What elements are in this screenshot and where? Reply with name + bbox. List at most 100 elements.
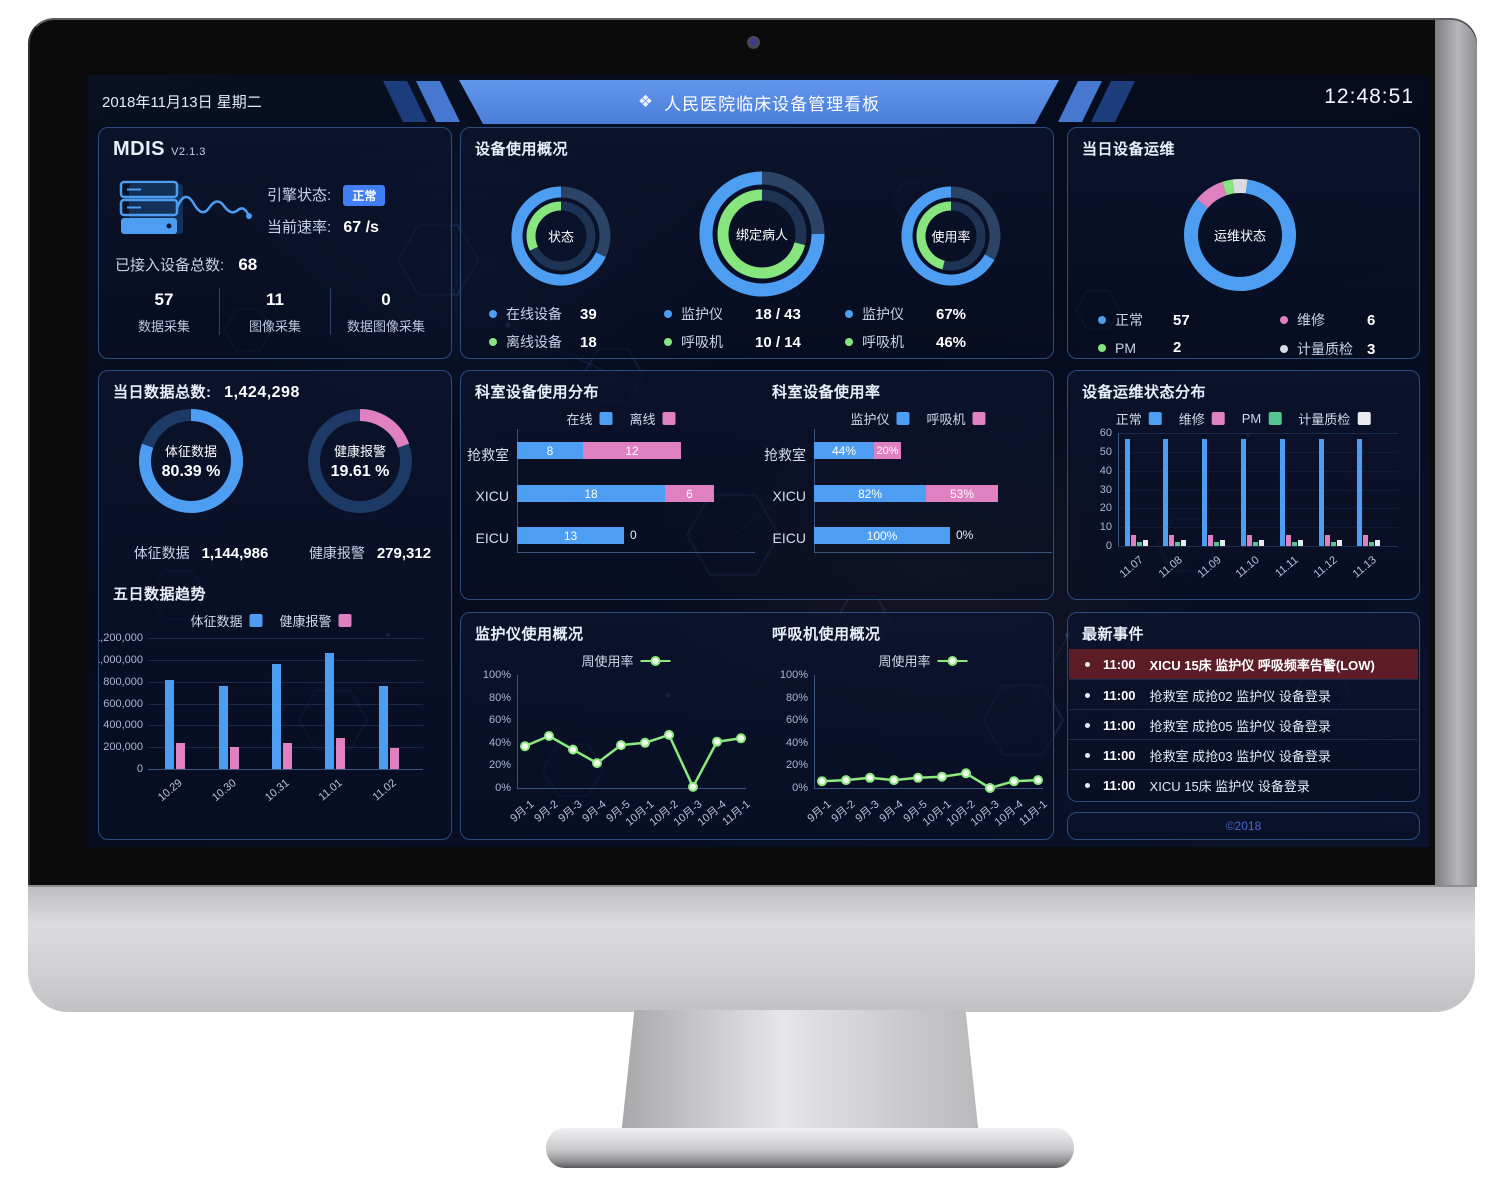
mdis-stat: 0 数据图像采集 bbox=[330, 288, 441, 335]
y-tick-label: 800,000 bbox=[103, 675, 143, 688]
legend-label: 监护仪 bbox=[681, 306, 723, 322]
mdis-title: MDIS V2.1.3 bbox=[113, 138, 206, 160]
y-tick-label: 40% bbox=[488, 736, 511, 749]
legend-label: 计量质检 bbox=[1297, 341, 1353, 357]
usage-donut-1-label: 状态 bbox=[547, 229, 575, 245]
legend-swatch bbox=[338, 614, 352, 627]
event-text: XICU 15床 监护仪 呼吸频率告警(LOW) bbox=[1149, 657, 1375, 673]
ops-dist-bar bbox=[1330, 542, 1336, 546]
rate-label: 当前速率: bbox=[267, 219, 332, 236]
trend-bar bbox=[379, 686, 388, 769]
rate-row: 当前速率: 67 /s bbox=[267, 216, 379, 237]
mdis-stat-label: 数据采集 bbox=[137, 319, 190, 334]
hbar-row-label: 抢救室 bbox=[764, 447, 806, 463]
header-clock: 12:48:51 bbox=[1324, 85, 1414, 108]
data-donut-1-label: 体征数据 80.39 % bbox=[161, 444, 221, 480]
server-icon bbox=[119, 180, 252, 234]
y-tick-label: 100% bbox=[779, 669, 808, 681]
monitor-stand-neck bbox=[620, 1010, 980, 1146]
legend-value: 10 / 14 bbox=[755, 333, 801, 351]
usage-legend-row: 呼吸机 46% bbox=[845, 332, 966, 352]
panel-device-usage: 设备使用概况 状态 在线设备 39 离线设备 18 绑定病人 监护仪 18 / 43 呼吸机 10… bbox=[460, 127, 1054, 359]
legend-label: PM bbox=[1115, 339, 1136, 356]
hbar-row-label: EICU bbox=[475, 530, 509, 546]
hbar-zero-label: 0 bbox=[630, 528, 637, 542]
panel-usage-lines: 监护仪使用概况 呼吸机使用概况 周使用率 100% 80% 60% 40% 20% 0% 9月… bbox=[460, 612, 1054, 840]
gridline bbox=[1118, 508, 1398, 510]
gridline bbox=[148, 681, 423, 683]
y-axis-line bbox=[814, 675, 815, 788]
y-tick-label: 1,000,000 bbox=[99, 653, 143, 666]
x-tick-label: 11.09 bbox=[1195, 554, 1224, 581]
header-date: 2018年11月13日 星期二 bbox=[102, 94, 262, 111]
ops-dist-bar bbox=[1375, 540, 1381, 546]
hbar-segment: 13 bbox=[517, 527, 624, 544]
events-title: 最新事件 bbox=[1082, 626, 1145, 643]
legend-dot bbox=[1280, 316, 1288, 324]
hbar-legend: 在线 离线 bbox=[566, 409, 685, 428]
legend-swatch bbox=[972, 412, 986, 425]
hbar-legend: 监护仪 呼吸机 bbox=[850, 409, 995, 428]
legend-swatch bbox=[1357, 412, 1371, 425]
legend-label: 周使用率 bbox=[878, 654, 931, 669]
usage-donut-2-label: 绑定病人 bbox=[735, 227, 789, 243]
legend-swatch bbox=[662, 412, 676, 425]
mdis-stat-value: 11 bbox=[266, 290, 284, 309]
y-tick-label: 80% bbox=[488, 691, 511, 704]
ops-dist-bar bbox=[1240, 439, 1246, 546]
legend-swatch bbox=[249, 614, 263, 627]
usage-donut-2 bbox=[696, 168, 828, 300]
ops-legend-row: 计量质检 3 bbox=[1280, 339, 1375, 359]
trend-bar bbox=[272, 664, 281, 769]
y-tick-label: 400,000 bbox=[103, 719, 143, 732]
y-tick-label: 0% bbox=[792, 782, 808, 794]
legend-swatch bbox=[1211, 412, 1225, 425]
gridline bbox=[1118, 546, 1398, 547]
event-row: 11:00 抢救室 成抢02 监护仪 设备登录 bbox=[1069, 679, 1418, 710]
mdis-stat-value: 57 bbox=[154, 290, 174, 309]
usage-donut-1 bbox=[509, 184, 613, 288]
legend-dot bbox=[489, 338, 497, 346]
y-axis-line bbox=[1118, 433, 1119, 546]
x-tick-label: 11.08 bbox=[1156, 554, 1185, 581]
ops-dist-bar bbox=[1357, 439, 1363, 546]
y-tick-label: 50 bbox=[1099, 445, 1112, 458]
legend-value: 39 bbox=[580, 305, 597, 323]
legend-dot bbox=[845, 338, 853, 346]
copyright-text: ©2018 bbox=[1225, 819, 1262, 833]
dashboard-screen: 2018年11月13日 星期二 ❖ 人民医院临床设备管理看板 12:48:51 … bbox=[88, 75, 1430, 847]
legend-dot bbox=[664, 310, 672, 318]
hbar-segment: 44% bbox=[814, 442, 874, 459]
ops-dist-bar bbox=[1208, 535, 1214, 546]
monitor-side-edge bbox=[1435, 20, 1477, 887]
device-usage-title: 设备使用概况 bbox=[475, 141, 569, 158]
vent-usage-title: 呼吸机使用概况 bbox=[772, 626, 881, 643]
legend-dot bbox=[1098, 316, 1106, 324]
event-time: 11:00 bbox=[1103, 656, 1136, 672]
legend-label: 健康报警 bbox=[279, 614, 332, 629]
mdis-stat-label: 数据图像采集 bbox=[346, 319, 425, 334]
usage-donut-3-label: 使用率 bbox=[931, 229, 971, 245]
legend-value: 18 bbox=[580, 333, 597, 351]
gridline bbox=[148, 725, 423, 727]
legend-label: 在线 bbox=[566, 412, 593, 427]
ops-dist-bar bbox=[1369, 542, 1375, 546]
ops-dist-bar bbox=[1324, 535, 1330, 546]
trend-bar bbox=[230, 747, 239, 769]
ops-dist-bar bbox=[1163, 439, 1169, 546]
y-tick-label: 0 bbox=[136, 763, 143, 775]
legend-label: 体征数据 bbox=[190, 614, 243, 629]
hbar-segment: 53% bbox=[926, 485, 998, 502]
event-row: 11:00 XICU 15床 监护仪 设备登录 bbox=[1069, 769, 1418, 800]
y-tick-label: 60% bbox=[488, 714, 511, 727]
ops-dist-bar bbox=[1246, 535, 1252, 546]
y-tick-label: 10 bbox=[1099, 521, 1112, 534]
monitor-bezel: 2018年11月13日 星期二 ❖ 人民医院临床设备管理看板 12:48:51 … bbox=[28, 18, 1477, 887]
y-axis-line bbox=[517, 675, 518, 788]
mdis-stat: 57 数据采集 bbox=[109, 288, 219, 335]
data-donut-2 bbox=[306, 407, 414, 515]
mdis-stat: 11 图像采集 bbox=[219, 288, 330, 335]
event-time: 11:00 bbox=[1103, 747, 1136, 763]
legend-label: 离线设备 bbox=[506, 334, 562, 350]
hbar-segment: 18 bbox=[517, 485, 665, 502]
